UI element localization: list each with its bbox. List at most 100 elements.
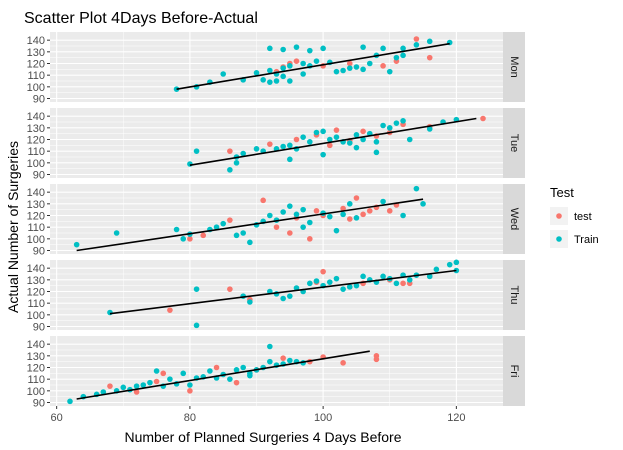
- facet-strip: [503, 32, 525, 102]
- data-point: [187, 388, 193, 394]
- data-point: [386, 208, 393, 214]
- data-point: [426, 273, 433, 280]
- y-tick-label: 100: [27, 386, 45, 398]
- data-point: [300, 60, 306, 67]
- data-point: [420, 201, 426, 207]
- legend-entry-test: test: [550, 207, 592, 225]
- y-tick-label: 100: [27, 158, 45, 170]
- data-point: [360, 66, 366, 73]
- data-point: [406, 277, 413, 283]
- data-point: [320, 268, 326, 275]
- x-axis-title: Number of Planned Surgeries 4 Days Befor…: [124, 429, 401, 445]
- data-point: [326, 279, 333, 285]
- data-point: [307, 236, 313, 242]
- data-point: [373, 139, 380, 145]
- data-point: [153, 368, 160, 374]
- data-point: [193, 322, 200, 329]
- data-point: [340, 67, 346, 74]
- y-tick-label: 90: [33, 246, 45, 258]
- y-tick-label: 130: [27, 123, 45, 135]
- y-tick-label: 130: [27, 351, 45, 363]
- data-point: [360, 211, 366, 218]
- data-point: [333, 127, 340, 133]
- data-point: [360, 136, 366, 143]
- data-point: [273, 78, 280, 84]
- data-point: [326, 213, 333, 220]
- data-point: [287, 357, 293, 364]
- data-point: [380, 122, 386, 129]
- data-point: [360, 44, 366, 50]
- data-point: [307, 139, 313, 145]
- data-point: [360, 273, 366, 280]
- legend-entry-train: Train: [550, 230, 599, 248]
- series-test-wed: [187, 195, 400, 242]
- y-tick-label: 120: [27, 287, 45, 299]
- data-point: [240, 150, 246, 157]
- data-point: [346, 216, 353, 222]
- data-point: [333, 134, 340, 140]
- data-point: [426, 54, 433, 61]
- data-point: [346, 60, 353, 67]
- data-point: [267, 212, 273, 219]
- legend: Test test Train: [550, 185, 599, 248]
- data-point: [100, 389, 107, 395]
- data-point: [293, 44, 300, 50]
- data-point: [453, 267, 460, 274]
- data-point: [320, 128, 326, 135]
- data-point: [353, 195, 360, 201]
- data-point: [386, 125, 393, 131]
- data-point: [273, 224, 280, 230]
- data-point: [253, 70, 260, 76]
- data-point: [233, 232, 240, 239]
- data-point: [200, 232, 207, 239]
- data-point: [373, 353, 380, 359]
- data-point: [400, 52, 406, 59]
- data-point: [287, 203, 293, 209]
- data-point: [293, 211, 300, 218]
- data-point: [293, 136, 300, 143]
- data-point: [340, 360, 346, 366]
- data-point: [426, 38, 433, 45]
- data-point: [393, 54, 400, 61]
- y-tick-label: 130: [27, 199, 45, 211]
- y-tick-label: 110: [27, 222, 45, 234]
- data-point: [353, 144, 360, 151]
- data-point: [307, 219, 313, 226]
- panel-background: [50, 32, 503, 102]
- data-point: [340, 286, 346, 292]
- facet-strip-label-fri: Fri: [508, 365, 520, 378]
- data-point: [333, 275, 340, 282]
- data-point: [307, 280, 313, 287]
- y-tick-label: 90: [33, 170, 45, 182]
- data-point: [133, 383, 140, 389]
- data-point: [140, 382, 147, 388]
- data-point: [413, 185, 420, 192]
- data-point: [400, 280, 406, 287]
- data-point: [67, 398, 73, 405]
- data-point: [280, 65, 286, 71]
- y-axis-title: Actual Number of Surgeries: [5, 141, 21, 313]
- fit-line: [109, 269, 457, 315]
- data-point: [280, 46, 286, 53]
- data-point: [380, 63, 386, 69]
- panel-background: [50, 108, 503, 178]
- data-point: [393, 120, 400, 126]
- data-point: [320, 151, 326, 158]
- y-tick-label: 110: [27, 146, 45, 158]
- y-tick-label: 130: [27, 47, 45, 59]
- data-point: [167, 307, 173, 313]
- facet-strip-label-tue: Tue: [508, 134, 520, 153]
- data-point: [300, 71, 306, 77]
- facet-strip-label-thu: Thu: [508, 286, 520, 305]
- fit-line: [189, 117, 477, 166]
- data-point: [346, 284, 353, 290]
- data-point: [233, 379, 240, 386]
- data-point: [433, 266, 440, 273]
- facet-strip: [503, 184, 525, 254]
- data-point: [227, 286, 233, 292]
- data-point: [173, 226, 180, 233]
- data-point: [260, 77, 266, 83]
- data-point: [426, 126, 433, 132]
- data-point: [346, 201, 353, 207]
